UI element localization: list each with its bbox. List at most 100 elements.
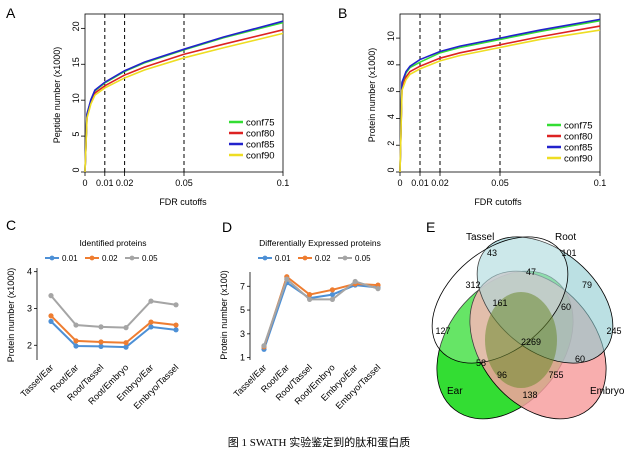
- chart-d-series-0.01: [263, 281, 379, 350]
- chart-c-point: [48, 313, 54, 319]
- venn-value-tassel-ear: 312: [465, 280, 480, 290]
- chart-a-series-conf90: [84, 32, 284, 173]
- chart-c-point: [148, 324, 154, 330]
- chart-d-ytick-label: 3: [240, 329, 245, 339]
- venn-diagram: Tassel Root Ear Embryo 43 101 47 312 161…: [431, 232, 625, 420]
- chart-b-xtick-label: 0.05: [491, 178, 509, 188]
- chart-b-legend-label: conf90: [564, 154, 593, 165]
- chart-a-ylabel: Peptide number (x1000): [52, 47, 62, 144]
- chart-c-point: [173, 327, 179, 333]
- chart-c-point: [73, 338, 79, 344]
- chart-d: Differentially Expressed proteins 1 3 5 7 Ta…: [219, 238, 382, 411]
- venn-value-ear-low: 58: [476, 358, 486, 368]
- chart-c-point: [123, 325, 129, 331]
- chart-b-xtick-label: 0.02: [431, 178, 449, 188]
- chart-c-point: [123, 340, 129, 346]
- chart-d-ytick-label: 5: [240, 305, 245, 315]
- chart-b-ytick-label: 4: [386, 114, 396, 119]
- chart-d-ylabel: Protein number (x100): [219, 270, 229, 360]
- chart-b-xtick-label: 0.01: [411, 178, 429, 188]
- chart-d-point: [261, 343, 267, 349]
- chart-a-xtick-label: 0.01: [96, 178, 114, 188]
- chart-d-legend-marker: [342, 255, 348, 261]
- chart-b-ytick-label: 10: [386, 31, 396, 41]
- chart-c-legend-marker: [129, 255, 135, 261]
- chart-d-legend-marker: [262, 255, 268, 261]
- chart-c: Identified proteins 234Tassel/EarRoot/Ea…: [6, 238, 180, 411]
- chart-a-legend-label: conf85: [246, 140, 275, 151]
- chart-b-ylabel: Protein number (x1000): [367, 48, 377, 143]
- venn-value-ear-embryo-bottom: 138: [522, 390, 537, 400]
- chart-c-legend-marker: [89, 255, 95, 261]
- venn-value-tassel-ear-embryo: 96: [497, 370, 507, 380]
- chart-c-title: Identified proteins: [79, 238, 146, 248]
- venn-label-ear: Ear: [447, 386, 463, 397]
- chart-b-series-conf90: [399, 29, 601, 173]
- chart-c-point: [173, 322, 179, 328]
- venn-label-embryo: Embryo: [590, 386, 625, 397]
- chart-c-series-0.05: [50, 294, 177, 329]
- chart-d-point: [329, 291, 335, 298]
- chart-b-series-conf80: [399, 25, 601, 173]
- chart-b-series-conf85: [399, 18, 601, 173]
- chart-b: 0 2 4 6 8 10 0 0.01 0.02 0.05 0.1 conf75conf80conf8…: [367, 13, 607, 207]
- venn-value-tassel-only: 43: [487, 248, 497, 258]
- venn-value-tassel-root-embryo: 60: [561, 302, 571, 312]
- chart-c-point: [48, 318, 54, 324]
- chart-d-point: [307, 291, 313, 298]
- chart-c-series-0.02: [50, 315, 177, 344]
- chart-c-point: [98, 324, 104, 330]
- chart-b-legend-label: conf85: [564, 143, 593, 154]
- venn-value-root-only: 101: [561, 248, 576, 258]
- chart-b-xtick-label: 0.1: [594, 178, 607, 188]
- chart-c-point: [98, 343, 104, 349]
- chart-c-point: [148, 319, 154, 325]
- figure-caption: 图 1 SWATH 实验鉴定到的肽和蛋白质: [228, 435, 410, 449]
- venn-value-root-embryo: 79: [582, 280, 592, 290]
- chart-b-xlabel: FDR cutoffs: [474, 197, 522, 207]
- chart-a-legend-label: conf75: [246, 118, 275, 129]
- chart-c-point: [148, 298, 154, 304]
- chart-c-legend-marker: [49, 255, 55, 261]
- chart-c-ytick-label: 3: [27, 303, 32, 313]
- chart-d-ytick-label: 7: [240, 281, 245, 291]
- chart-a-xtick-label: 0.02: [116, 178, 134, 188]
- chart-c-point: [73, 343, 79, 349]
- chart-a-ytick-label: 10: [71, 93, 81, 103]
- venn-value-all: 2269: [521, 337, 541, 347]
- chart-c-ytick-label: 2: [27, 340, 32, 350]
- chart-d-point: [307, 296, 313, 302]
- panel-label-b: B: [338, 5, 347, 21]
- chart-d-point: [329, 287, 335, 293]
- panel-label-a: A: [6, 5, 16, 21]
- venn-value-ear-embryo: 755: [548, 370, 563, 380]
- chart-a-series-conf85: [84, 20, 284, 173]
- chart-c-point: [98, 339, 104, 345]
- chart-d-legend-marker: [302, 255, 308, 261]
- chart-d-legend-label: 0.05: [355, 254, 371, 263]
- chart-d-series-0.02: [263, 275, 379, 348]
- chart-d-legend-label: 0.01: [275, 254, 291, 263]
- panel-label-d: D: [222, 219, 232, 235]
- chart-b-legend-label: conf80: [564, 132, 593, 143]
- chart-c-ylabel: Protein number (x1000): [6, 268, 16, 363]
- chart-b-ytick-label: 0: [386, 167, 396, 172]
- chart-a-xtick-label: 0.05: [175, 178, 193, 188]
- chart-c-xtick-label: Tassel/Ear: [19, 362, 56, 399]
- venn-label-tassel: Tassel: [466, 232, 494, 243]
- chart-c-ytick-label: 4: [27, 267, 32, 277]
- chart-d-legend-label: 0.02: [315, 254, 331, 263]
- chart-d-point: [284, 276, 290, 282]
- chart-d-point: [329, 296, 335, 302]
- chart-a-legend-label: conf90: [246, 151, 275, 162]
- chart-d-point: [375, 286, 381, 292]
- venn-core: [485, 292, 557, 388]
- venn-value-ear-only: 127: [435, 326, 450, 336]
- chart-a-ytick-label: 15: [71, 57, 81, 67]
- chart-c-series-0.01: [50, 320, 177, 349]
- venn-value-root-embryo-low: 60: [575, 354, 585, 364]
- chart-d-point: [375, 282, 381, 288]
- venn-value-tassel-root-ear: 161: [492, 298, 507, 308]
